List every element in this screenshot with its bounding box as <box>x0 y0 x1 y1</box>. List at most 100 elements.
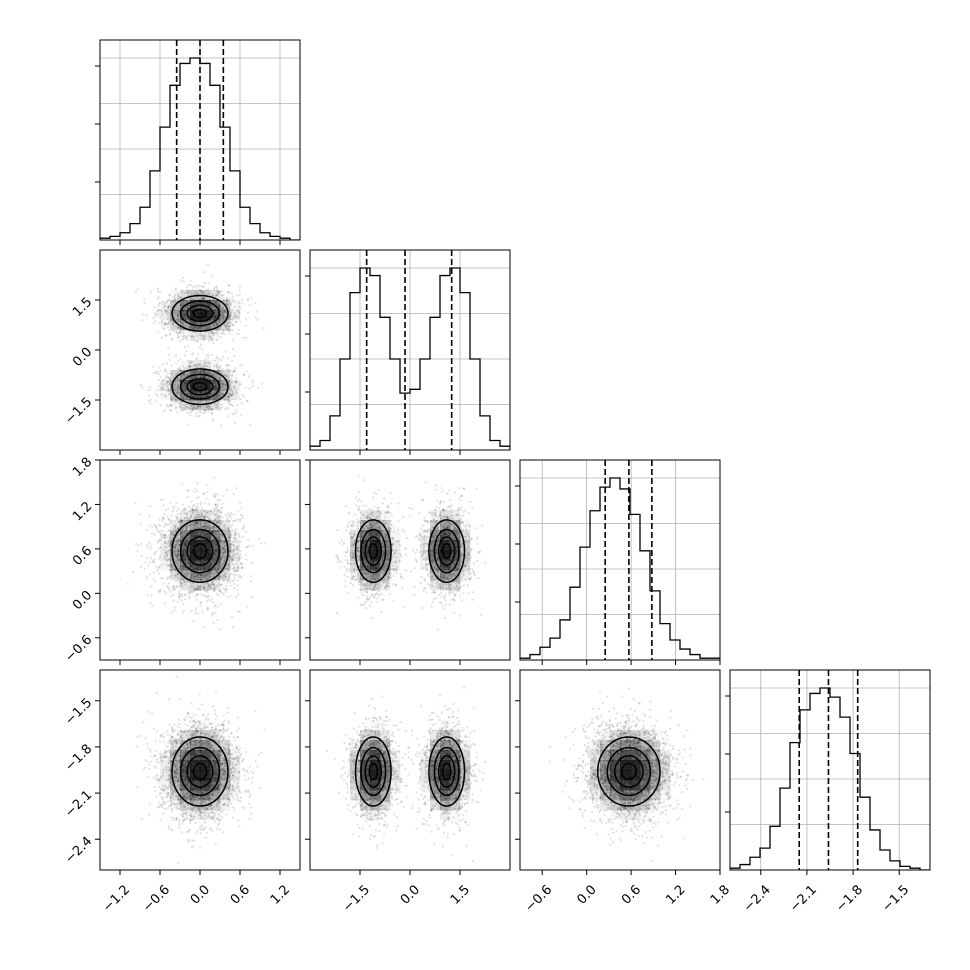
sample-point <box>161 379 164 383</box>
sample-point <box>187 289 191 292</box>
sample-point <box>216 493 219 496</box>
sample-point <box>220 393 223 396</box>
sample-point <box>202 297 205 300</box>
sample-point <box>223 310 226 314</box>
sample-point <box>182 373 185 376</box>
sample-point <box>197 573 200 576</box>
sample-point <box>241 514 244 517</box>
sample-point <box>199 601 202 604</box>
sample-point <box>216 294 219 297</box>
sample-point <box>220 510 223 514</box>
sample-point <box>229 548 232 551</box>
sample-point <box>181 569 184 572</box>
sample-point <box>218 575 221 578</box>
sample-point <box>213 525 216 528</box>
sample-point <box>236 547 239 551</box>
sample-point <box>171 338 174 341</box>
sample-point <box>163 383 166 386</box>
sample-point <box>217 561 220 564</box>
sample-point <box>226 320 229 323</box>
sample-point <box>224 350 227 353</box>
sample-point <box>166 559 169 562</box>
sample-point <box>211 333 214 336</box>
sample-point <box>212 529 216 532</box>
sample-point <box>199 521 202 525</box>
sample-point <box>211 374 214 377</box>
contour <box>179 300 221 327</box>
sample-point <box>237 311 240 314</box>
sample-point <box>207 502 210 506</box>
sample-point <box>230 549 233 553</box>
sample-point <box>194 522 197 525</box>
sample-point <box>233 392 236 395</box>
sample-point <box>222 392 225 395</box>
sample-point <box>179 297 182 300</box>
sample-point <box>208 335 211 338</box>
sample-point <box>193 587 196 590</box>
sample-point <box>203 588 206 591</box>
sample-point <box>247 375 251 378</box>
sample-point <box>234 390 237 393</box>
sample-point <box>187 562 190 565</box>
sample-point <box>187 334 190 337</box>
sample-point <box>210 562 213 565</box>
sample-point <box>140 566 143 569</box>
sample-point <box>230 381 233 384</box>
sample-point <box>202 364 205 367</box>
density-cell <box>210 290 221 301</box>
sample-point <box>180 296 183 299</box>
sample-point <box>229 581 232 584</box>
panel-frame <box>309 249 511 451</box>
sample-point <box>228 549 232 553</box>
sample-point <box>171 584 175 588</box>
sample-point <box>154 392 158 396</box>
sample-point <box>228 536 231 539</box>
sample-point <box>235 320 238 323</box>
sample-point <box>217 304 220 307</box>
sample-point <box>222 381 225 384</box>
sample-point <box>233 587 236 590</box>
sample-point <box>177 595 180 598</box>
sample-point <box>214 611 217 615</box>
sample-point <box>239 398 242 401</box>
sample-point <box>176 548 180 552</box>
sample-point <box>237 396 240 399</box>
sample-point <box>221 574 224 577</box>
sample-point <box>242 526 246 529</box>
sample-point <box>211 294 214 297</box>
sample-point <box>184 532 187 535</box>
sample-point <box>364 607 367 610</box>
sample-point <box>184 525 187 528</box>
sample-point <box>215 364 219 367</box>
sample-point <box>182 365 185 368</box>
sample-point <box>188 364 191 367</box>
sample-point <box>229 314 232 317</box>
sample-point <box>236 579 239 582</box>
sample-point <box>230 543 233 546</box>
sample-point <box>167 507 170 510</box>
sample-point <box>173 312 176 315</box>
sample-point <box>217 358 221 361</box>
sample-point <box>229 554 232 557</box>
sample-point <box>228 532 231 535</box>
sample-point <box>230 558 233 562</box>
sample-point <box>212 530 215 533</box>
sample-point <box>210 535 213 538</box>
sample-point <box>202 271 205 274</box>
sample-point <box>458 487 461 490</box>
sample-point <box>204 409 207 412</box>
sample-point <box>220 403 223 406</box>
sample-point <box>222 294 225 297</box>
sample-point <box>169 403 172 406</box>
sample-point <box>229 387 232 391</box>
sample-point <box>181 276 184 279</box>
sample-point <box>187 392 190 396</box>
sample-point <box>226 516 229 519</box>
sample-point <box>152 561 155 564</box>
sample-point <box>194 291 197 294</box>
sample-point <box>169 320 172 323</box>
sample-point <box>237 301 241 304</box>
sample-point <box>238 383 241 386</box>
sample-point <box>168 557 171 560</box>
sample-point <box>176 552 179 555</box>
